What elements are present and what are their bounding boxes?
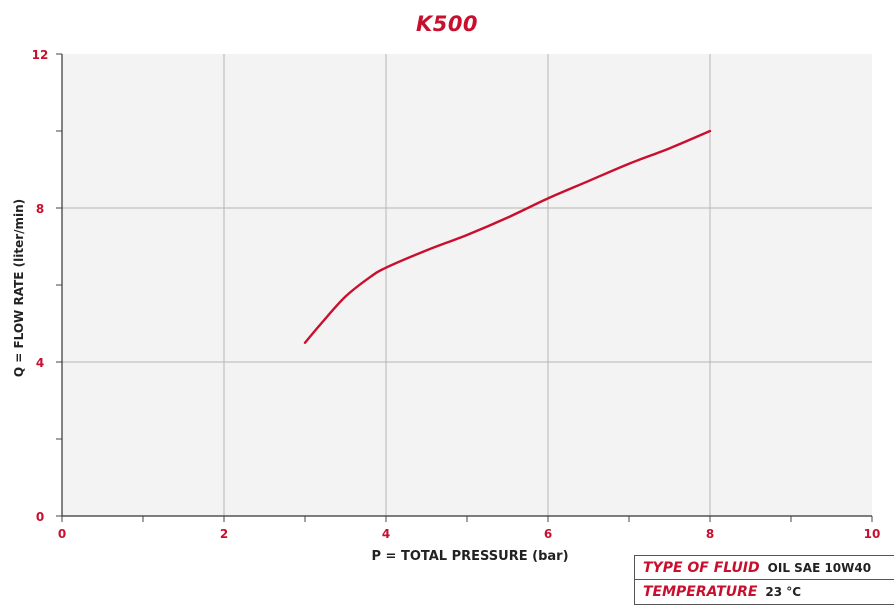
temperature-value: 23 °C [765,585,802,599]
y-axis-label: Q = FLOW RATE (liter/min) [12,198,26,378]
x-axis-label: P = TOTAL PRESSURE (bar) [371,549,569,564]
y-axis-label-container: Q = FLOW RATE (liter/min) [0,0,30,606]
x-tick-label: 0 [58,527,66,541]
y-tick-label: 0 [36,510,44,524]
fluid-type-row: TYPE OF FLUID OIL SAE 10W40 [635,556,894,580]
temperature-row: TEMPERATURE 23 °C [635,580,894,604]
y-tick-label: 12 [32,48,49,62]
chart-title: K500 [415,12,479,36]
series-layer [303,129,712,344]
temperature-label: TEMPERATURE [643,584,758,600]
y-tick-label: 4 [36,356,44,370]
flow-rate-series-line [303,129,712,344]
plot-area [62,54,872,516]
tick-marks [56,53,873,522]
x-tick-label: 10 [864,527,881,541]
x-tick-label: 8 [706,527,714,541]
fluid-info-table: TYPE OF FLUID OIL SAE 10W40 TEMPERATURE … [634,555,894,605]
tick-labels: 0 2 4 6 8 10 0 4 8 12 [32,48,881,541]
x-tick-label: 6 [544,527,552,541]
fluid-type-label: TYPE OF FLUID [643,559,760,576]
fluid-type-value: OIL SAE 10W40 [767,560,872,575]
y-tick-label: 8 [36,202,44,216]
x-tick-label: 2 [220,527,228,541]
x-tick-label: 4 [382,527,390,541]
